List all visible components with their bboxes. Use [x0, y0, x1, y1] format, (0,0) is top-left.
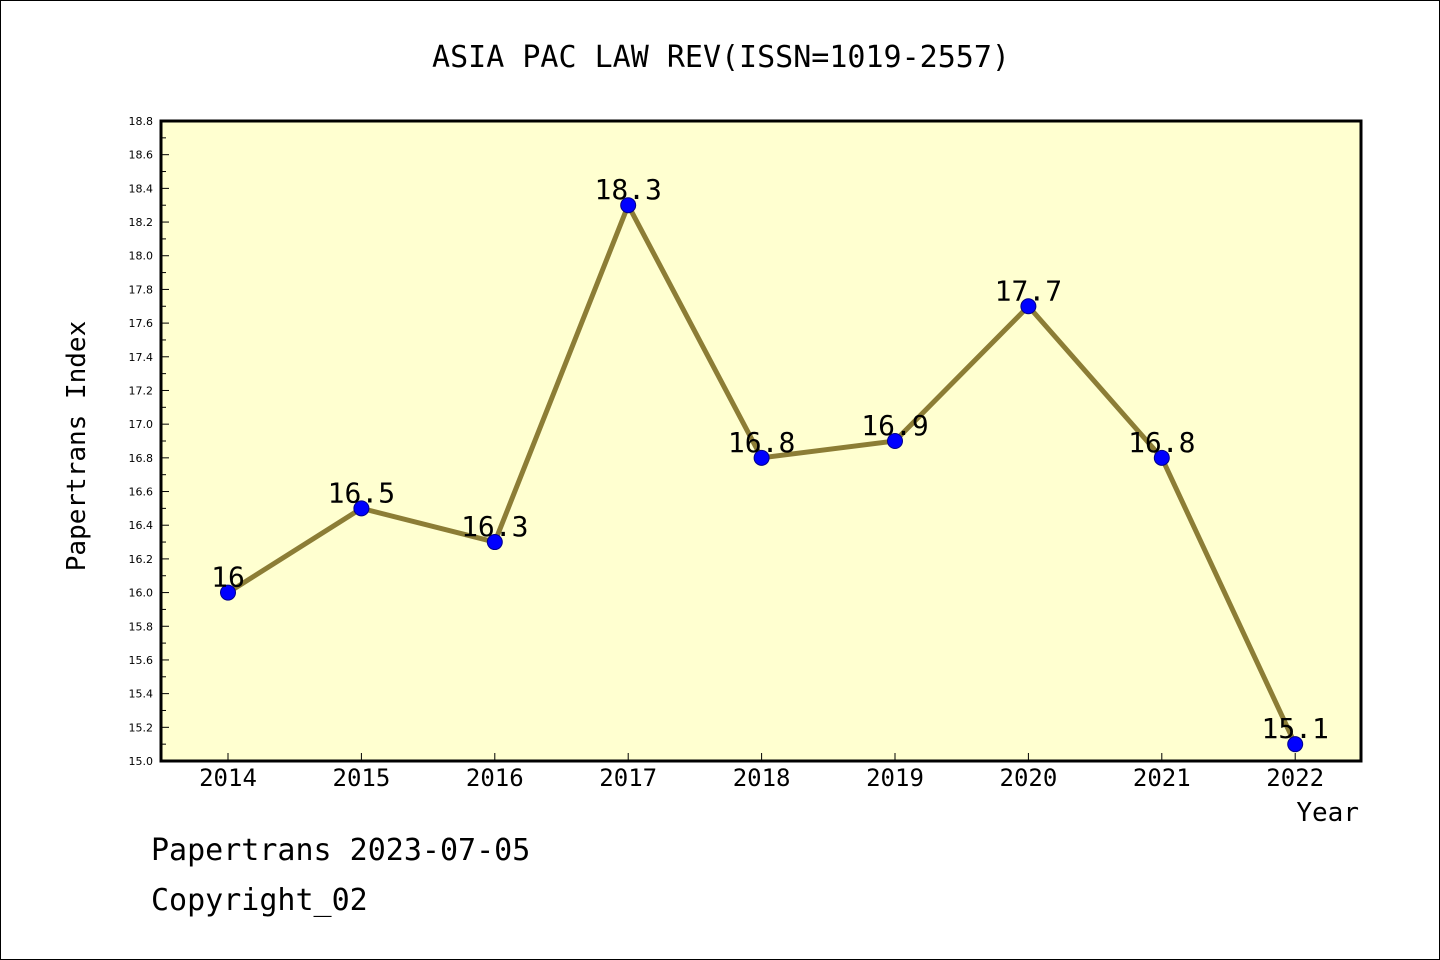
footer-copyright: Copyright_02: [151, 883, 368, 918]
x-tick-label: 2015: [333, 764, 391, 792]
y-axis-label: Papertrans Index: [62, 321, 92, 571]
data-point-marker: [620, 197, 637, 214]
data-point-marker: [486, 534, 503, 551]
x-tick-label: 2018: [733, 764, 791, 792]
x-tick-label: 2020: [1000, 764, 1058, 792]
y-tick-label: 15.4: [129, 688, 154, 701]
plot-area: [159, 119, 1363, 763]
data-point-marker: [1020, 298, 1037, 315]
y-tick-label: 17.0: [129, 418, 154, 431]
y-tick-label: 17.6: [129, 317, 154, 330]
data-point-marker: [887, 433, 903, 449]
y-tick-label: 16.0: [129, 587, 154, 600]
y-tick-label: 17.2: [129, 384, 154, 397]
y-tick-label: 15.0: [129, 755, 154, 768]
y-tick-label: 16.4: [129, 519, 154, 532]
x-tick-label: 2014: [199, 764, 257, 792]
data-point-marker: [353, 500, 370, 517]
x-tick-label: 2022: [1266, 764, 1324, 792]
y-tick-label: 15.6: [129, 654, 154, 667]
y-tick-label: 16.8: [129, 452, 154, 465]
data-label: 16.5: [328, 476, 395, 509]
data-point-marker: [753, 449, 770, 466]
y-tick-label: 17.4: [129, 351, 154, 364]
data-point-marker: [1287, 736, 1304, 753]
data-label: 16.8: [728, 426, 795, 459]
y-tick-label: 18.4: [129, 182, 154, 195]
x-tick-label: 2019: [866, 764, 924, 792]
y-tick-label: 18.2: [129, 216, 154, 229]
y-tick-label: 16.2: [129, 553, 154, 566]
y-tick-label: 18.8: [129, 115, 154, 128]
data-label: 16.9: [861, 409, 928, 442]
data-label: 16.8: [1128, 426, 1195, 459]
chart-title: ASIA PAC LAW REV(ISSN=1019-2557): [432, 40, 1010, 75]
data-label: 16.3: [461, 510, 528, 543]
data-label: 18.3: [594, 173, 661, 206]
y-tick-label: 18.0: [129, 250, 154, 263]
footer-date: Papertrans 2023-07-05: [151, 833, 531, 868]
y-tick-label: 15.8: [129, 620, 154, 633]
x-tick-label: 2017: [599, 764, 657, 792]
data-point-marker: [220, 584, 236, 601]
y-tick-label: 17.8: [129, 283, 154, 296]
x-axis-label: Year: [1296, 798, 1359, 828]
data-label: 15.1: [1261, 712, 1328, 745]
y-tick-label: 15.2: [129, 721, 154, 734]
data-label: 16: [211, 561, 245, 594]
x-tick-label: 2016: [466, 764, 524, 792]
data-point-marker: [1153, 449, 1170, 466]
x-tick-label: 2021: [1133, 764, 1191, 792]
y-tick-label: 16.6: [129, 486, 154, 499]
data-label: 17.7: [995, 274, 1062, 307]
y-tick-label: 18.6: [129, 149, 154, 162]
